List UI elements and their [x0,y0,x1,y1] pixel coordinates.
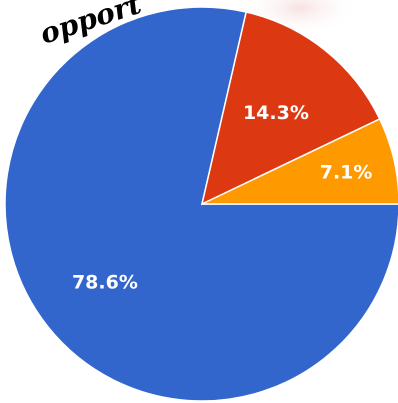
pie-slice-2 [200,11,381,206]
slice-label-2: 14.3% [243,102,309,124]
pie-slices [4,6,398,402]
pie-slice-3 [201,117,398,205]
slice-labels: 78.6% 14.3% 7.1% [72,102,373,293]
slice-label-1: 78.6% [72,271,138,293]
slice-label-3: 7.1% [320,161,373,183]
